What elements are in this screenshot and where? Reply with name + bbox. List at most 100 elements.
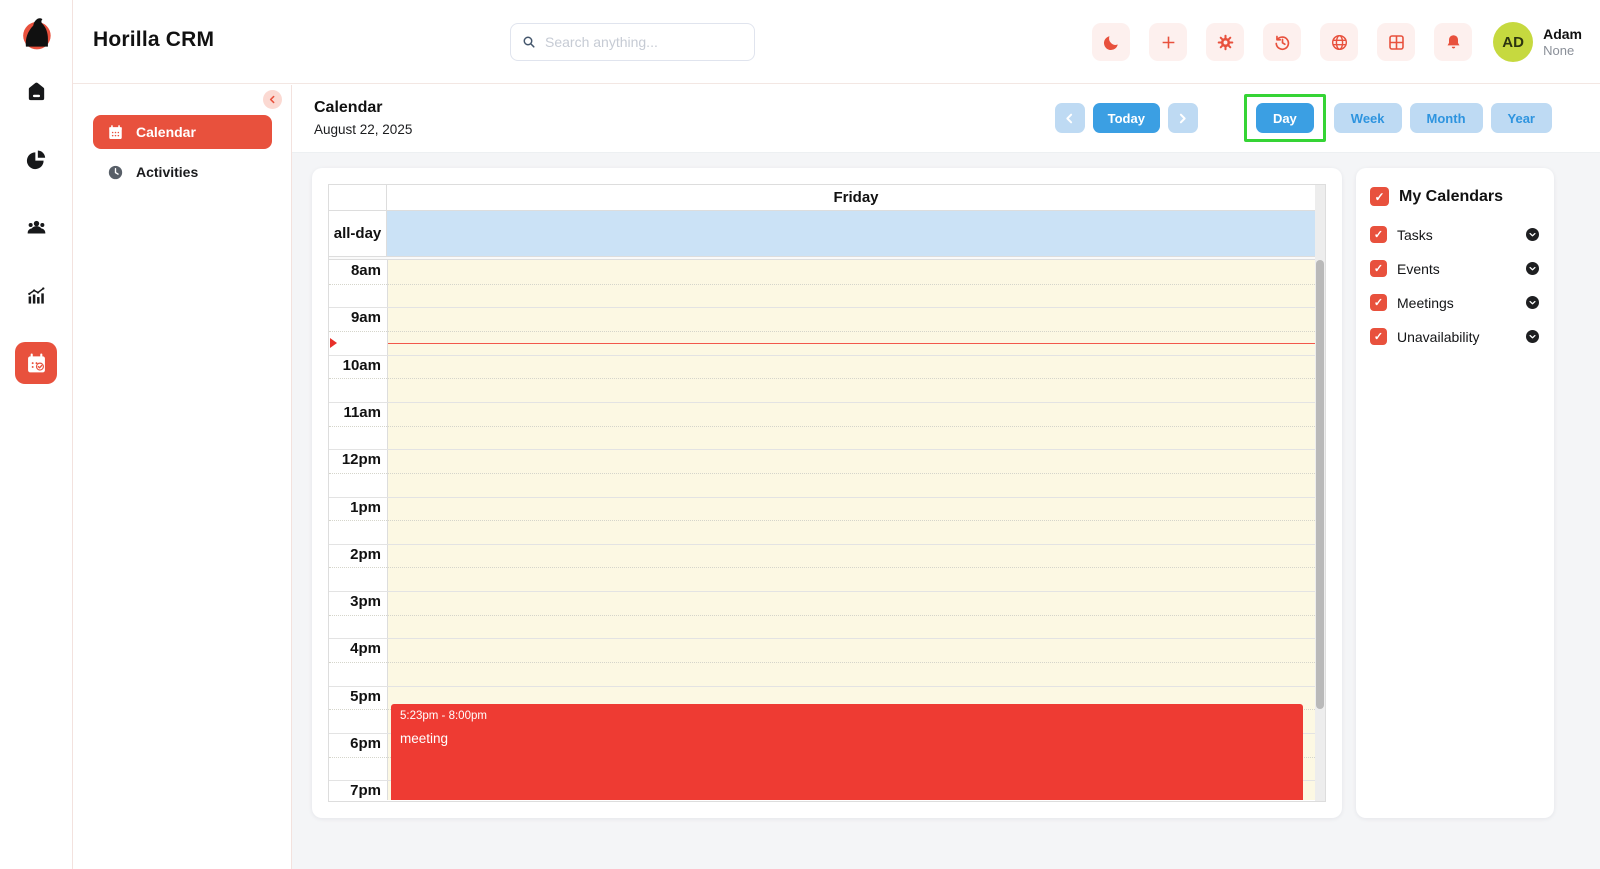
calendar-filter-events: ✓ Events [1370, 260, 1540, 277]
notifications-button[interactable] [1434, 23, 1473, 61]
sidebar-item-label: Calendar [136, 124, 196, 140]
half-hour-line [329, 614, 1325, 616]
home-icon [25, 80, 48, 103]
view-week-button[interactable]: Week [1333, 103, 1402, 133]
half-hour-line [329, 520, 1325, 522]
sidebar-item-home[interactable] [15, 70, 57, 112]
hour-line [329, 543, 1325, 545]
grid-scrollbar-thumb[interactable] [1316, 260, 1324, 709]
hour-line [329, 685, 1325, 687]
time-label: 6pm [350, 735, 381, 752]
top-header: Horilla CRM AD Adam None [73, 0, 1600, 84]
checkbox-checked[interactable]: ✓ [1370, 187, 1389, 206]
checkbox-checked[interactable]: ✓ [1370, 294, 1387, 311]
event-title: meeting [400, 731, 449, 746]
settings-button[interactable] [1206, 23, 1245, 61]
view-month-button[interactable]: Month [1409, 103, 1483, 133]
secondary-sidebar: Calendar Activities [73, 85, 292, 869]
day-name-label: Friday [833, 189, 879, 206]
history-button[interactable] [1263, 23, 1302, 61]
plus-icon [1159, 33, 1178, 52]
hour-line [329, 638, 1325, 640]
time-label: 5pm [350, 687, 381, 705]
apps-button[interactable] [1377, 23, 1416, 61]
chart-icon [25, 284, 48, 307]
sidebar-collapse-button[interactable] [263, 90, 282, 109]
calendar-card: Friday all-day 5:23pm - 8:00pm [312, 168, 1342, 818]
clock-icon [107, 164, 124, 181]
people-icon [25, 216, 48, 239]
content-area: Friday all-day 5:23pm - 8:00pm [292, 153, 1600, 818]
sidebar-item-reports[interactable] [15, 138, 57, 180]
my-calendars-title: My Calendars [1399, 187, 1504, 205]
next-day-button[interactable] [1167, 103, 1198, 133]
time-label: 9am [350, 309, 381, 327]
sidebar-menu: Calendar Activities [73, 85, 291, 189]
chevron-down-circle-icon[interactable] [1525, 329, 1540, 344]
calendar-filter-label: Meetings [1397, 294, 1454, 311]
current-time-line [388, 343, 1315, 344]
dark-mode-button[interactable] [1092, 23, 1131, 61]
prev-day-button[interactable] [1054, 103, 1085, 133]
language-button[interactable] [1320, 23, 1359, 61]
sidebar-item-calendar[interactable] [15, 342, 57, 384]
sidebar-item-contacts[interactable] [15, 206, 57, 248]
chevron-left-icon [1066, 113, 1073, 123]
checkbox-checked[interactable]: ✓ [1370, 328, 1387, 345]
mini-sidebar [0, 0, 73, 869]
header-action-buttons [1092, 23, 1473, 61]
chevron-down-circle-icon[interactable] [1525, 227, 1540, 242]
half-hour-line [329, 283, 1325, 285]
half-hour-line [329, 662, 1325, 664]
hour-line [329, 354, 1325, 356]
half-hour-line [329, 472, 1325, 474]
day-grid: Friday all-day 5:23pm - 8:00pm [328, 184, 1326, 802]
view-day-button[interactable]: Day [1255, 103, 1314, 133]
calendar-event[interactable]: 5:23pm - 8:00pm meeting [391, 704, 1303, 800]
event-time: 5:23pm - 8:00pm [400, 710, 487, 722]
checkbox-checked[interactable]: ✓ [1370, 260, 1387, 277]
user-role: None [1543, 42, 1575, 58]
checkbox-checked[interactable]: ✓ [1370, 226, 1387, 243]
half-hour-line [329, 378, 1325, 380]
page-header: Calendar August 22, 2025 Today Day Week Mo… [292, 84, 1600, 153]
chevron-down-circle-icon[interactable] [1525, 295, 1540, 310]
time-label: 1pm [350, 498, 381, 516]
calendar-controls: Today Day Week Month Year [1054, 94, 1552, 142]
view-year-button[interactable]: Year [1490, 103, 1552, 133]
calendar-filter-tasks: ✓ Tasks [1370, 226, 1540, 243]
calendar-filter-label: Events [1397, 260, 1440, 277]
hour-line [329, 307, 1325, 309]
all-day-row: all-day [329, 211, 1325, 257]
chevron-left-icon [269, 95, 275, 104]
my-calendars-list: ✓ Tasks ✓ Events ✓ Meetings ✓ Unavailability [1370, 226, 1540, 345]
sidebar-item-activities[interactable]: Activities [93, 155, 272, 189]
view-switcher: Day Week Month Year [1243, 94, 1552, 142]
calendar-check-icon [25, 352, 48, 375]
grid-scrollbar-track [1315, 185, 1325, 801]
avatar[interactable]: AD [1493, 22, 1534, 62]
user-block: AD Adam None [1493, 22, 1582, 62]
bell-icon [1444, 33, 1463, 52]
quick-add-button[interactable] [1149, 23, 1188, 61]
moon-icon [1102, 33, 1121, 52]
search-box [510, 23, 755, 61]
calendar-filter-label: Unavailability [1397, 328, 1480, 345]
grid-divider [329, 257, 1325, 260]
all-day-slot[interactable] [387, 211, 1325, 256]
time-label: 4pm [350, 640, 381, 658]
all-day-label: all-day [329, 211, 387, 256]
time-label: 8am [350, 262, 381, 279]
hour-line [329, 449, 1325, 451]
calendar-filter-meetings: ✓ Meetings [1370, 294, 1540, 311]
horilla-logo[interactable] [12, 8, 60, 56]
sidebar-item-analytics[interactable] [15, 274, 57, 316]
sidebar-item-calendar[interactable]: Calendar [93, 115, 272, 149]
user-name: Adam [1543, 25, 1582, 42]
pie-icon [25, 148, 48, 171]
search-input[interactable] [545, 34, 744, 50]
time-label: 2pm [350, 545, 381, 563]
today-button[interactable]: Today [1092, 103, 1160, 133]
chevron-down-circle-icon[interactable] [1525, 261, 1540, 276]
app-title: Horilla CRM [93, 28, 215, 51]
